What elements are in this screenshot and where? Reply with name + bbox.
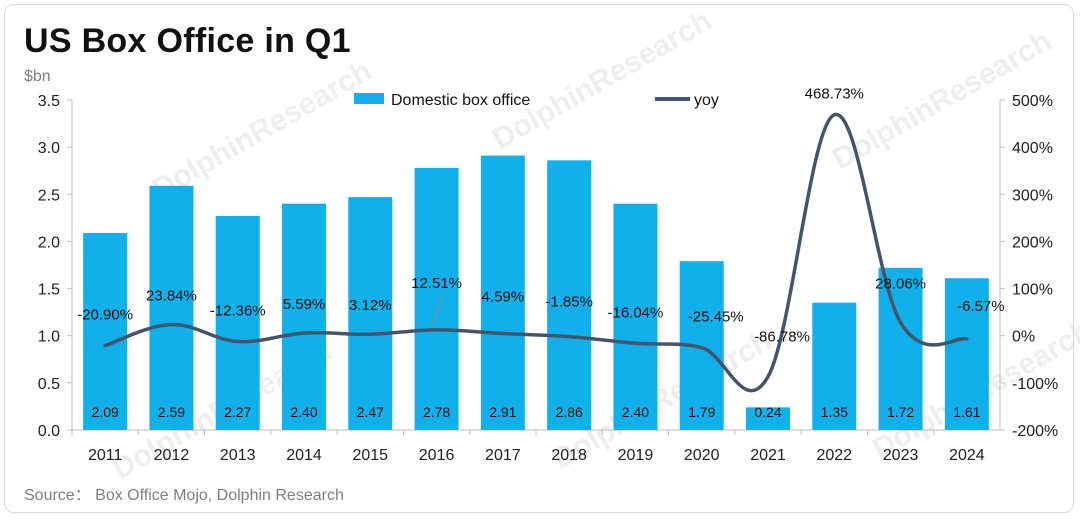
legend-label-line: yoy [694, 92, 719, 109]
yoy-value-label: 468.73% [805, 86, 864, 103]
right-tick-label: 300% [1012, 187, 1053, 204]
bar [414, 167, 459, 430]
bar-value-label: 2.40 [290, 404, 317, 420]
x-tick-label: 2022 [816, 447, 852, 464]
yoy-value-label: 4.59% [482, 289, 525, 306]
data-labels: 2.09 2.59 2.27 2.40 2.47 2.78 2.91 2.86 2.40 1.79… [77, 86, 1004, 420]
bar-series [83, 155, 989, 431]
left-tick-label: 0.0 [38, 423, 60, 440]
bar-value-label: 1.72 [887, 404, 914, 420]
x-tick-label: 2012 [154, 447, 190, 464]
left-tick-label: 3.5 [38, 93, 60, 110]
right-tick-label: 0% [1012, 329, 1035, 346]
left-tick-label: 1.0 [38, 329, 60, 346]
yoy-value-label: 3.12% [349, 297, 392, 314]
x-tick-label: 2020 [684, 447, 720, 464]
yoy-value-label: -25.45% [688, 309, 744, 326]
x-tick-label: 2017 [485, 447, 521, 464]
bar [348, 197, 393, 430]
legend-swatch-bar [354, 93, 384, 104]
yoy-value-label: -16.04% [607, 304, 663, 321]
bar [613, 203, 658, 430]
bar-value-label: 1.61 [953, 404, 980, 420]
bar [746, 407, 790, 430]
left-tick-label: 2.5 [38, 187, 60, 204]
x-tick-label: 2021 [750, 447, 786, 464]
bar [878, 267, 923, 430]
bar-value-label: 1.35 [821, 404, 848, 420]
yoy-value-label: -20.90% [77, 307, 133, 324]
left-tick-label: 3.0 [38, 140, 60, 157]
axes: 0.0 0.5 1.0 1.5 2.0 2.5 3.0 3.5 -200% -100% 0% 100%… [38, 93, 1059, 464]
yoy-line [103, 112, 969, 393]
right-tick-label: 400% [1012, 140, 1053, 157]
watermark-text: DolphinResearch [487, 4, 717, 156]
yoy-value-label: 5.59% [283, 296, 326, 313]
legend-label-bar: Domestic box office [391, 92, 530, 109]
x-tick-label: 2023 [883, 447, 919, 464]
bar [215, 215, 260, 430]
bar-value-label: 0.24 [754, 404, 781, 420]
left-tick-label: 0.5 [38, 376, 60, 393]
line-series [103, 112, 969, 393]
bar-value-label: 2.40 [622, 404, 649, 420]
left-tick-label: 2.0 [38, 234, 60, 251]
yoy-value-label: -12.36% [210, 303, 266, 320]
yoy-value-label: 12.51% [411, 275, 462, 292]
bar-value-label: 2.47 [357, 404, 384, 420]
bar-value-label: 2.59 [158, 404, 185, 420]
bar [149, 185, 194, 430]
bar-value-label: 2.86 [556, 404, 583, 420]
yoy-value-label: -6.57% [957, 298, 1005, 315]
bar-value-label: 1.79 [688, 404, 715, 420]
x-tick-label: 2013 [220, 447, 256, 464]
bar [944, 278, 989, 430]
yoy-value-label: -1.85% [545, 294, 593, 311]
unit-label: $bn [24, 68, 51, 85]
right-tick-label: 200% [1012, 234, 1053, 251]
yoy-value-label: 23.84% [146, 287, 197, 304]
bar-value-label: 2.91 [489, 404, 516, 420]
x-tick-label: 2024 [949, 447, 985, 464]
right-tick-label: 500% [1012, 93, 1053, 110]
chart-frame [4, 4, 1074, 513]
legend: Domestic box office yoy [354, 92, 719, 109]
chart-title: US Box Office in Q1 [24, 22, 351, 60]
bar [83, 232, 128, 430]
bar-value-label: 2.27 [224, 404, 251, 420]
x-tick-label: 2011 [88, 447, 123, 464]
leader-line [432, 293, 444, 326]
left-tick-label: 1.5 [38, 282, 60, 299]
bar-value-label: 2.09 [92, 404, 119, 420]
watermark-text: DolphinResearch [147, 54, 377, 206]
x-tick-label: 2016 [419, 447, 455, 464]
x-tick-label: 2014 [286, 447, 322, 464]
x-tick-label: 2018 [551, 447, 587, 464]
bar [812, 302, 857, 430]
x-tick-label: 2019 [618, 447, 654, 464]
x-tick-label: 2015 [352, 447, 388, 464]
source-note: Source： Box Office Mojo, Dolphin Researc… [24, 487, 344, 504]
right-tick-label: -200% [1012, 423, 1058, 440]
bar [282, 203, 326, 430]
right-tick-label: 100% [1012, 282, 1053, 299]
bar-value-label: 2.78 [423, 404, 450, 420]
yoy-value-label: -86.78% [754, 329, 810, 346]
yoy-value-label: 28.06% [875, 275, 926, 292]
bar [547, 160, 592, 431]
right-tick-label: -100% [1012, 376, 1058, 393]
bar [480, 155, 525, 430]
